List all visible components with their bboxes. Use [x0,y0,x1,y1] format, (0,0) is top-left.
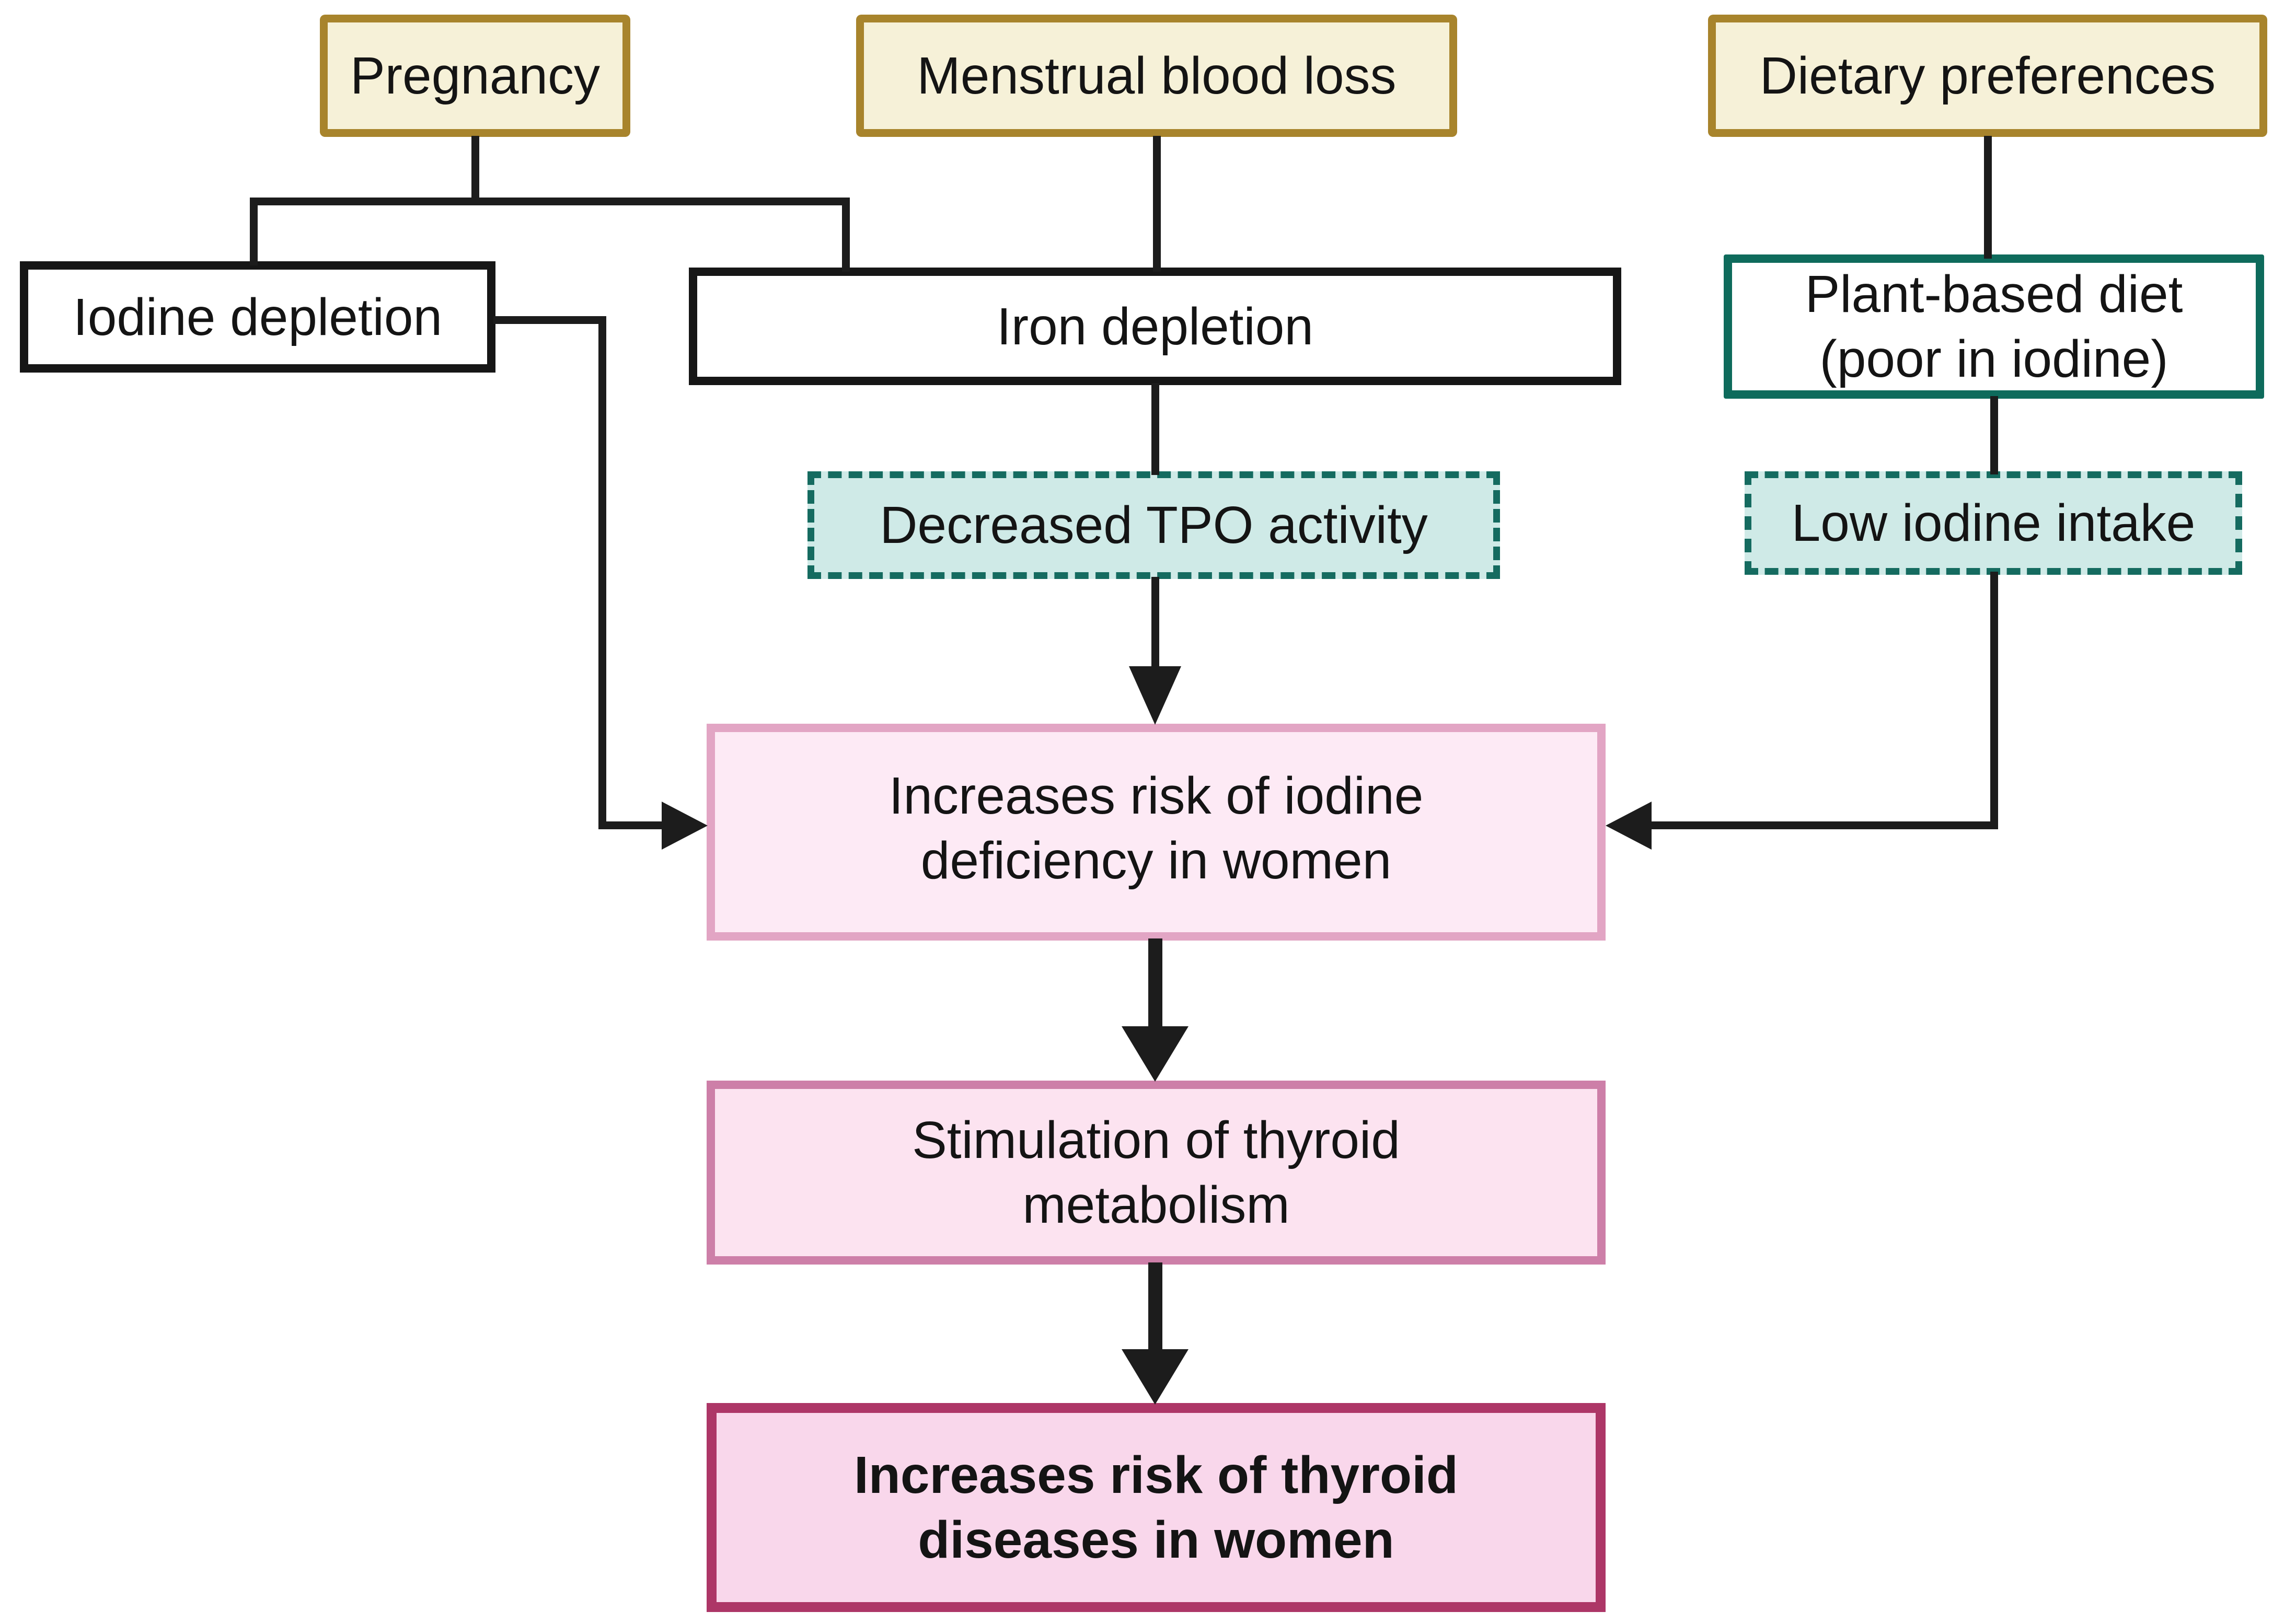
edge-low-iodine-h [1647,821,1998,829]
arrowhead-tpo-to-deficiency [1129,666,1181,725]
arrowhead-deficiency-to-stimulation [1122,1026,1189,1082]
node-decreased-tpo-activity: Decreased TPO activity [807,471,1500,579]
edge-tpo-to-deficiency-shaft [1151,577,1159,669]
edge-dietary-to-plant-based [1984,136,1992,259]
node-thyroid-disease-risk: Increases risk of thyroid diseases in wo… [707,1403,1606,1612]
node-thyroid-stimulation: Stimulation of thyroid metabolism [707,1081,1606,1265]
edge-iodine-depletion-h2 [598,821,665,829]
arrowhead-stimulation-to-disease [1122,1349,1189,1405]
node-dietary-preferences: Dietary preferences [1708,15,2267,137]
edge-iodine-depletion-h1 [493,316,606,324]
edge-pregnancy-branch [250,198,850,205]
edge-low-iodine-v [1990,572,1998,829]
edge-iodine-depletion-v [598,316,606,829]
edge-plant-based-to-low-iodine [1990,396,1998,474]
arrowhead-low-iodine-to-deficiency [1606,802,1652,850]
edge-deficiency-to-stimulation-shaft [1148,938,1162,1033]
node-iron-depletion: Iron depletion [689,268,1621,385]
edge-pregnancy-to-iodine-depletion [250,198,258,265]
edge-iron-to-tpo [1151,383,1159,475]
edge-menstrual-to-iron-depletion [1153,136,1161,272]
node-menstrual-blood-loss: Menstrual blood loss [856,15,1457,137]
node-plant-based-diet: Plant-based diet (poor in iodine) [1724,254,2264,399]
node-iodine-depletion: Iodine depletion [20,261,495,373]
node-pregnancy: Pregnancy [320,15,630,137]
edge-pregnancy-to-iron-depletion [842,198,850,272]
arrowhead-iodine-depletion-to-deficiency [662,802,708,850]
node-iodine-deficiency-risk: Increases risk of iodine deficiency in w… [707,724,1606,941]
edge-stimulation-to-disease-shaft [1148,1262,1162,1354]
node-low-iodine-intake: Low iodine intake [1745,471,2242,575]
edge-pregnancy-stem [471,136,479,205]
